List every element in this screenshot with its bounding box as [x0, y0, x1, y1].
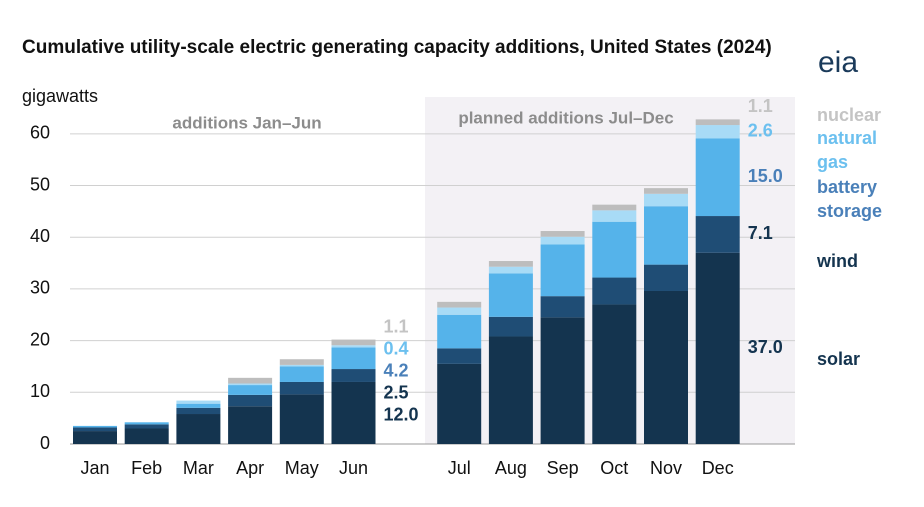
bar-segment — [540, 244, 585, 297]
bar-segment — [437, 363, 482, 444]
bar-segment — [695, 216, 740, 253]
y-tick-label: 30 — [30, 278, 50, 298]
bar-segment — [592, 204, 637, 211]
logo: eia — [818, 46, 859, 79]
bar-segment — [644, 188, 688, 194]
data-label: 37.0 — [748, 337, 783, 357]
bar-segment — [279, 394, 324, 444]
bar-segment — [331, 339, 376, 346]
bar-segment — [73, 431, 117, 444]
bar-segment — [488, 316, 533, 337]
x-tick-label: Oct — [600, 458, 628, 478]
legend-entry: battery storage — [817, 177, 883, 221]
bar-segment — [124, 424, 169, 429]
bar-segment — [176, 400, 221, 404]
y-tick-label: 0 — [40, 433, 50, 453]
bar-segment — [73, 425, 117, 428]
bar-segment — [488, 261, 533, 267]
y-tick-label: 10 — [30, 381, 50, 401]
bar-segment — [488, 336, 533, 444]
chart-title: Cumulative utility-scale electric genera… — [22, 37, 772, 58]
legend-entry: wind — [817, 251, 858, 271]
data-label: 1.1 — [748, 96, 773, 116]
x-tick-label: Apr — [236, 458, 264, 478]
x-tick-label: May — [285, 458, 319, 478]
bar-segment — [176, 403, 221, 408]
bar-segment — [228, 406, 273, 444]
bar-segment — [695, 252, 740, 444]
x-tick-label: Jan — [80, 458, 109, 478]
bar-segment — [437, 307, 482, 315]
y-tick-label: 40 — [30, 226, 50, 246]
data-label: 1.1 — [384, 316, 409, 336]
bar-segment — [540, 317, 585, 444]
bar-segment — [331, 381, 376, 444]
bar-segment — [695, 119, 740, 126]
data-label: 2.6 — [748, 121, 773, 141]
bar-segment — [540, 231, 585, 237]
legend-entry: natural gas — [817, 128, 878, 172]
bar-segment — [644, 193, 688, 207]
x-tick-label: Aug — [495, 458, 527, 478]
bar-segment — [279, 364, 324, 367]
y-axis-label: gigawatts — [22, 86, 99, 106]
legend-entry: nuclear — [817, 105, 882, 125]
data-label: 12.0 — [384, 404, 419, 424]
bar-segment — [644, 290, 688, 444]
bar-segment — [695, 125, 740, 139]
bar-segment — [644, 264, 688, 291]
annotation: additions Jan–Jun — [172, 113, 321, 132]
bar-segment — [228, 385, 273, 395]
bar-segment — [331, 347, 376, 370]
bar-segment — [228, 377, 273, 384]
bar-segment — [279, 366, 324, 382]
y-tick-label: 60 — [30, 123, 50, 143]
x-tick-label: Feb — [131, 458, 162, 478]
bar-segment — [644, 206, 688, 265]
x-tick-label: Jun — [339, 458, 368, 478]
bar-segment — [437, 348, 482, 364]
bar-segment — [592, 221, 637, 278]
bar-segment — [331, 369, 376, 382]
bar-segment — [592, 304, 637, 444]
bar-segment — [540, 236, 585, 245]
bar-segment — [540, 296, 585, 318]
bar-segment — [695, 138, 740, 217]
x-tick-label: Sep — [547, 458, 579, 478]
bar-segment — [124, 422, 169, 425]
data-label: 2.5 — [384, 382, 409, 402]
bar-segment — [124, 428, 169, 444]
x-tick-label: Nov — [650, 458, 682, 478]
bar-segment — [592, 210, 637, 222]
bar-segment — [488, 266, 533, 274]
bar-segment — [73, 427, 117, 432]
x-tick-label: Mar — [183, 458, 214, 478]
bar-segment — [176, 414, 221, 444]
bar-segment — [592, 277, 637, 305]
bar-segment — [176, 407, 221, 415]
annotation: planned additions Jul–Dec — [458, 108, 673, 127]
x-tick-label: Dec — [702, 458, 734, 478]
bar-segment — [437, 314, 482, 349]
data-label: 15.0 — [748, 166, 783, 186]
bar-segment — [437, 301, 482, 308]
bar-segment — [279, 359, 324, 365]
bar-segment — [488, 273, 533, 317]
data-label: 7.1 — [748, 223, 773, 243]
data-label: 4.2 — [384, 360, 409, 380]
bar-segment — [279, 381, 324, 395]
y-tick-label: 20 — [30, 329, 50, 349]
data-label: 0.4 — [384, 338, 409, 358]
legend-entry: solar — [817, 349, 861, 369]
bar-segment — [228, 394, 273, 407]
y-tick-label: 50 — [30, 174, 50, 194]
x-tick-label: Jul — [448, 458, 471, 478]
bar-segment — [331, 345, 376, 348]
bar-segment — [228, 383, 273, 386]
